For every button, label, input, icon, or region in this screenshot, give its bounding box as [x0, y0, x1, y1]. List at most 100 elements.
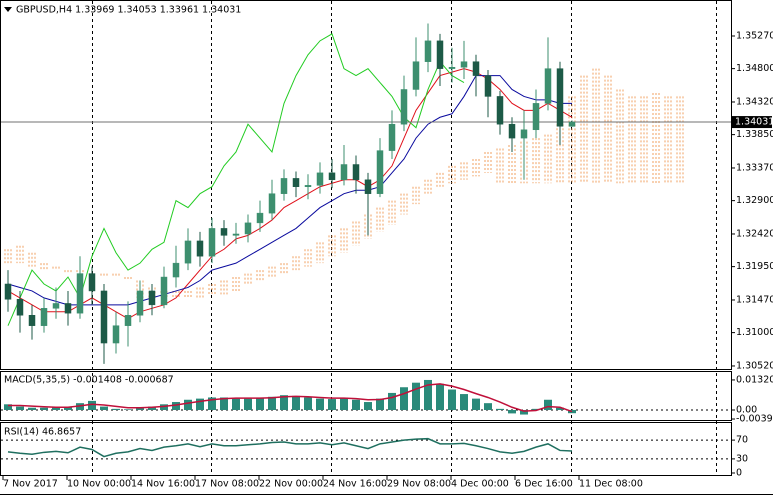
macd-bar: [496, 408, 504, 410]
macd-bar: [148, 406, 156, 410]
candle-body: [268, 193, 276, 214]
macd-bar: [124, 409, 132, 410]
candle-body: [544, 68, 552, 104]
macd-tick-label: 0.013208: [736, 374, 773, 385]
candle-body: [448, 66, 456, 69]
x-tick-label: 14 Nov 16:00: [131, 479, 195, 490]
macd-bar: [256, 398, 264, 410]
candle-body: [316, 172, 324, 186]
macd-bar: [268, 396, 276, 410]
candle-body: [460, 61, 468, 68]
macd-bar: [64, 407, 72, 410]
macd-bar: [28, 407, 36, 410]
rsi-tick-label: 0: [736, 468, 742, 479]
macd-tick-label: -0.003968: [736, 414, 773, 425]
main-panel: [0, 0, 732, 370]
candle-body: [376, 150, 384, 194]
candle-body: [556, 68, 564, 127]
candle-body: [304, 185, 312, 187]
x-tick-label: 17 Nov 08:00: [195, 479, 259, 490]
macd-bar: [160, 404, 168, 410]
price-tick-label: 1.32900: [736, 195, 773, 206]
price-tick-label: 1.31000: [736, 327, 773, 338]
candle-body: [472, 61, 480, 76]
macd-signal-line: [8, 383, 573, 413]
macd-bar: [460, 394, 468, 410]
macd-bar: [16, 406, 24, 410]
price-tick-label: 1.33850: [736, 129, 773, 140]
x-tick-label: 11 Dec 08:00: [579, 479, 643, 490]
candle-body: [388, 123, 396, 151]
macd-bar: [208, 397, 216, 410]
macd-bar: [424, 379, 432, 410]
macd-bar: [472, 398, 480, 410]
candle-body: [4, 283, 12, 300]
candle-body: [400, 89, 408, 125]
chart-title: GBPUSD,H4 1.33969 1.34053 1.33961 1.3403…: [16, 5, 241, 16]
price-tick-label: 1.34320: [736, 96, 773, 107]
candle-body: [16, 299, 24, 316]
indicator-line: [7, 33, 465, 326]
candle-body: [424, 40, 432, 62]
candle-body: [220, 228, 228, 236]
candle-body: [232, 233, 240, 236]
candle-body: [112, 325, 120, 344]
macd-bar: [364, 402, 372, 410]
macd-bar: [544, 399, 552, 410]
macd-bar: [52, 407, 60, 410]
macd-bar: [412, 382, 420, 410]
candle-body: [172, 262, 180, 278]
macd-bar: [520, 409, 528, 415]
macd-bar: [88, 400, 96, 410]
macd-bar: [280, 395, 288, 410]
current-price-box: [732, 116, 772, 129]
macd-bar: [556, 407, 564, 410]
price-tick-label: 1.31470: [736, 294, 773, 305]
price-tick-label: 1.30520: [736, 360, 773, 371]
candle-body: [136, 290, 144, 316]
macd-bar: [4, 404, 12, 410]
candle-body: [208, 228, 216, 257]
candle-body: [520, 129, 528, 139]
macd-bar: [292, 395, 300, 410]
rsi-panel: [0, 422, 732, 476]
candle-body: [328, 172, 336, 181]
candle-body: [52, 303, 60, 309]
macd-bar: [352, 399, 360, 410]
candle-body: [568, 121, 576, 127]
macd-bar: [508, 409, 516, 414]
price-tick-label: 1.35270: [736, 30, 773, 41]
x-tick-label: 10 Nov 00:00: [67, 479, 131, 490]
macd-bar: [196, 398, 204, 410]
candle-body: [412, 61, 420, 90]
candle-body: [532, 103, 540, 131]
macd-bar: [484, 403, 492, 410]
price-tick-label: 1.32420: [736, 228, 773, 239]
candle-body: [364, 179, 372, 194]
candle-body: [256, 212, 264, 224]
candle-body: [508, 123, 516, 139]
macd-bar: [40, 407, 48, 410]
macd-bar: [568, 409, 576, 414]
macd-bar: [232, 398, 240, 410]
price-tick-label: 1.31950: [736, 261, 773, 272]
macd-bar: [388, 392, 396, 410]
candle-body: [40, 308, 48, 326]
current-price-label: 1.34031: [735, 117, 773, 128]
macd-bar: [340, 398, 348, 410]
macd-bar: [376, 398, 384, 410]
macd-panel: [0, 371, 732, 421]
macd-bar: [532, 408, 540, 410]
macd-bar: [400, 387, 408, 410]
candle-body: [496, 96, 504, 125]
x-tick-label: 7 Nov 2017: [3, 479, 58, 490]
macd-bar: [436, 383, 444, 410]
rsi-tick-label: 30: [736, 453, 748, 464]
macd-bar: [172, 402, 180, 410]
macd-title: MACD(5,35,5) -0.001408 -0.000687: [4, 375, 174, 386]
rsi-title: RSI(14) 46.8657: [4, 427, 81, 438]
x-tick-label: 6 Dec 16:00: [515, 479, 573, 490]
